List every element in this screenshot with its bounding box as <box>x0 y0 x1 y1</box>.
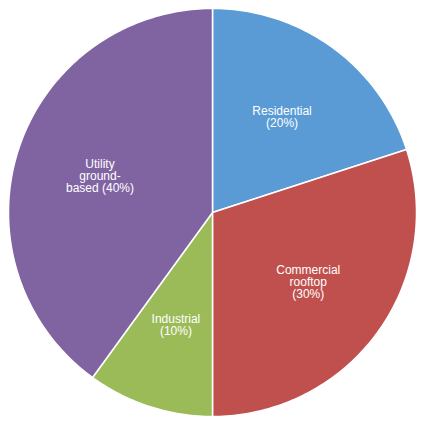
svg-text:Residential(20%): Residential(20%) <box>252 104 311 130</box>
svg-text:Commercialrooftop(30%): Commercialrooftop(30%) <box>276 263 340 301</box>
svg-text:Industrial(10%): Industrial(10%) <box>152 312 201 338</box>
svg-text:Utilityground-based (40%): Utilityground-based (40%) <box>66 157 134 195</box>
